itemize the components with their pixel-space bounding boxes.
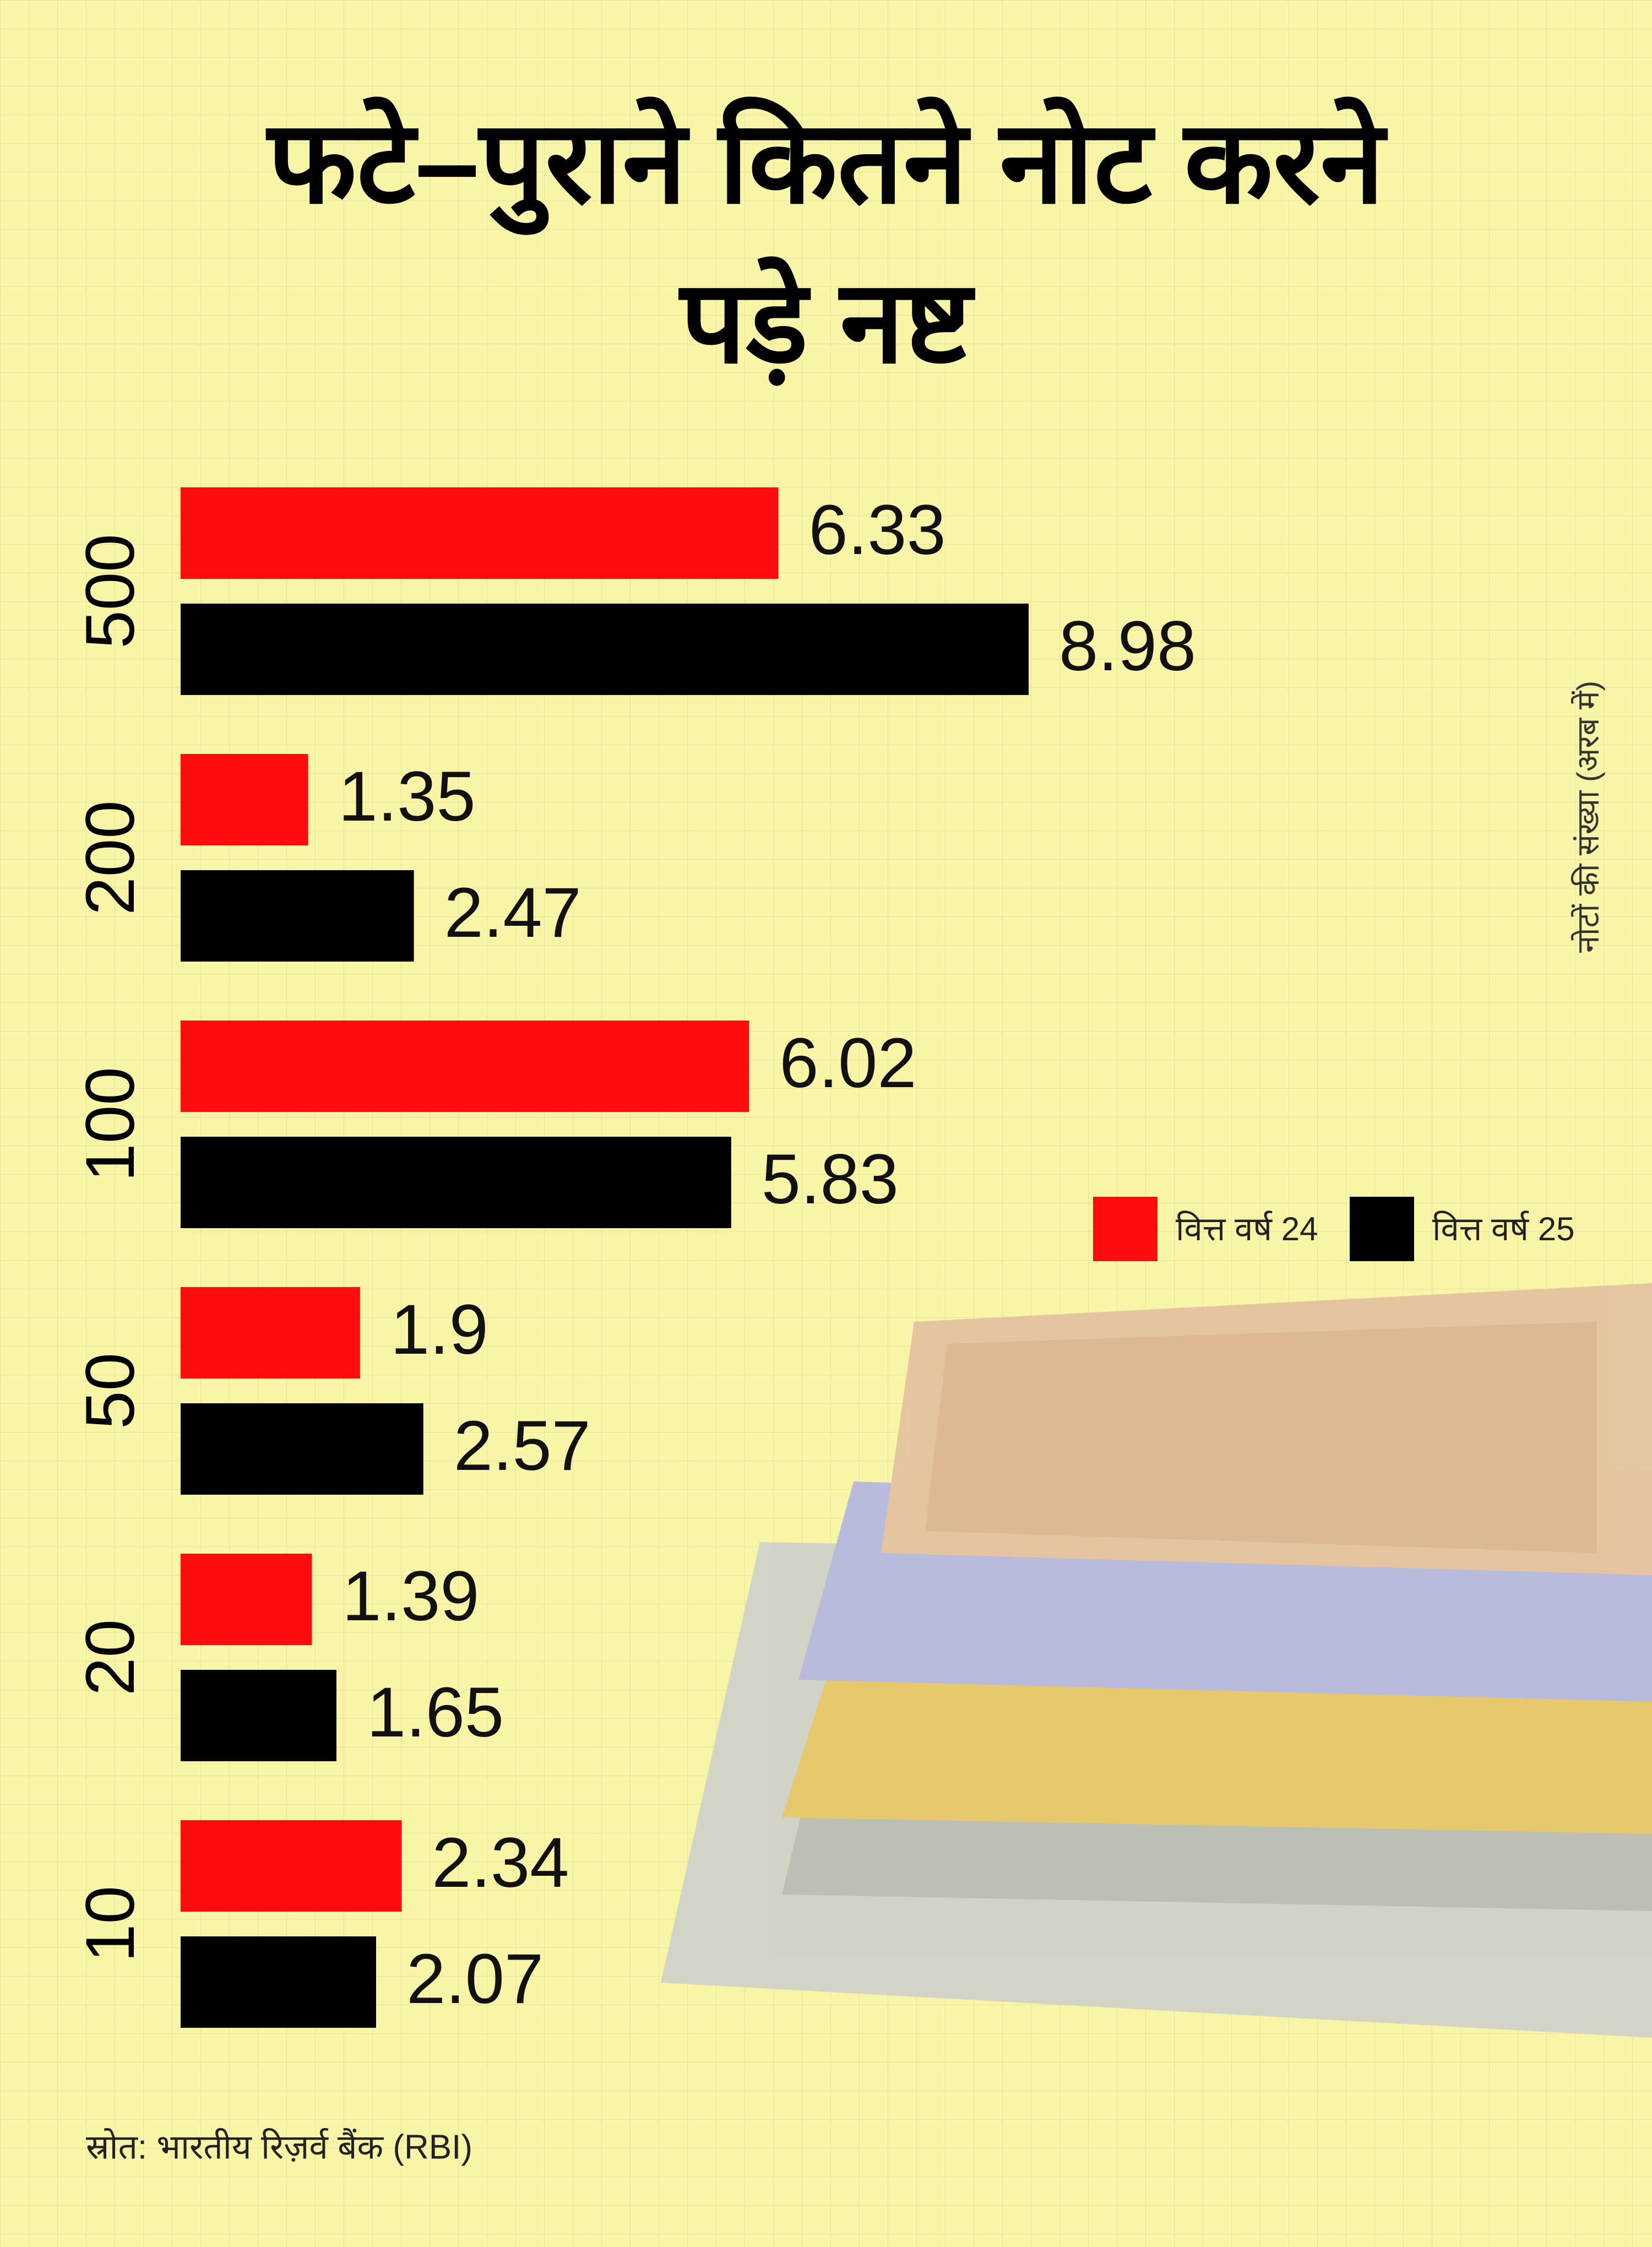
axis-label: नोटों की संख्या (अरब में) — [1571, 681, 1605, 953]
bar — [181, 604, 1029, 695]
value-label: 6.02 — [779, 1024, 916, 1103]
value-label: 1.39 — [342, 1557, 479, 1636]
bar — [181, 1936, 376, 2028]
category-label: 200 — [72, 800, 149, 915]
value-label: 2.07 — [406, 1940, 544, 2018]
value-label: 1.65 — [367, 1673, 504, 1752]
bar — [181, 1137, 731, 1228]
bar — [181, 1820, 402, 1912]
value-label: 8.98 — [1059, 607, 1196, 686]
category-label: 50 — [72, 1353, 149, 1429]
bar — [181, 870, 414, 962]
value-label: 1.35 — [339, 757, 476, 836]
bar — [181, 1403, 423, 1495]
category-label: 100 — [72, 1067, 149, 1182]
bar — [181, 1287, 360, 1378]
notes-illustration — [661, 1283, 1652, 2038]
value-label: 2.57 — [454, 1407, 591, 1485]
source: स्रोत: भारतीय रिज़र्व बैंक (RBI) — [86, 2127, 472, 2166]
value-label: 5.83 — [762, 1140, 899, 1219]
value-label: 6.33 — [809, 491, 946, 569]
legend-swatch — [1350, 1197, 1414, 1261]
bar — [181, 754, 308, 845]
bar — [181, 1670, 336, 1761]
chart-title: फटे–पुराने कितने नोट करने पड़े नष्ट — [265, 96, 1388, 387]
legend-label: वित्त वर्ष 25 — [1432, 1211, 1574, 1247]
bar — [181, 1021, 749, 1112]
value-label: 2.34 — [432, 1823, 569, 1902]
value-label: 2.47 — [444, 873, 582, 952]
category-label: 10 — [72, 1886, 149, 1962]
category-label: 500 — [72, 534, 149, 649]
legend-swatch — [1093, 1197, 1158, 1261]
bar — [181, 1554, 312, 1645]
category-label: 20 — [72, 1619, 149, 1696]
legend-label: वित्त वर्ष 24 — [1176, 1211, 1318, 1247]
value-label: 1.9 — [390, 1290, 488, 1369]
bar — [181, 487, 779, 579]
